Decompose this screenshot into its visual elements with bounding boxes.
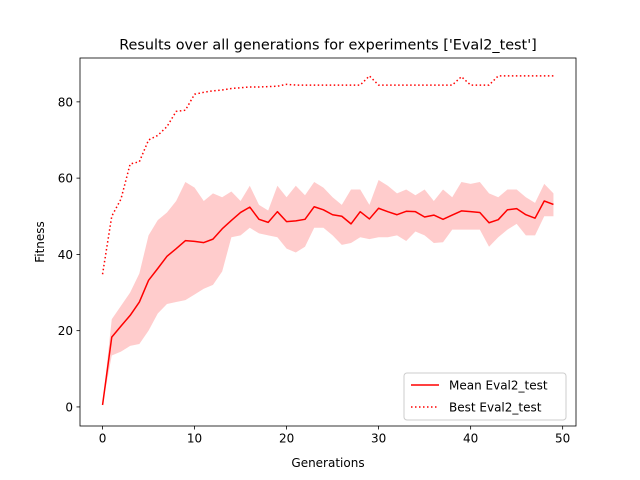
legend-label-best: Best Eval2_test [449,401,542,415]
y-tick-label: 40 [58,248,73,262]
y-tick-label: 60 [58,172,73,186]
x-tick-label: 10 [187,432,202,446]
y-tick-label: 80 [58,95,73,109]
y-tick-label: 0 [65,400,73,414]
legend: Mean Eval2_test Best Eval2_test [403,372,567,421]
legend-frame [403,372,567,421]
series-layer [101,75,554,406]
x-tick-label: 20 [279,432,294,446]
x-tick-label: 50 [555,432,570,446]
axis-layer: 0 10 20 30 40 50 0 20 40 60 80 [58,57,577,446]
legend-label-mean: Mean Eval2_test [449,379,548,393]
chart-title: Results over all generations for experim… [119,38,537,54]
plot-area: 0 10 20 30 40 50 0 20 40 60 80 [58,57,577,446]
x-axis-label: Generations [291,456,364,470]
x-tick-label: 40 [463,432,478,446]
x-tick-label: 0 [99,432,107,446]
y-tick-label: 20 [58,324,73,338]
x-tick-label: 30 [371,432,386,446]
axes-frame [79,57,577,427]
y-axis-label: Fitness [33,221,47,263]
series-line-mean [101,200,554,406]
